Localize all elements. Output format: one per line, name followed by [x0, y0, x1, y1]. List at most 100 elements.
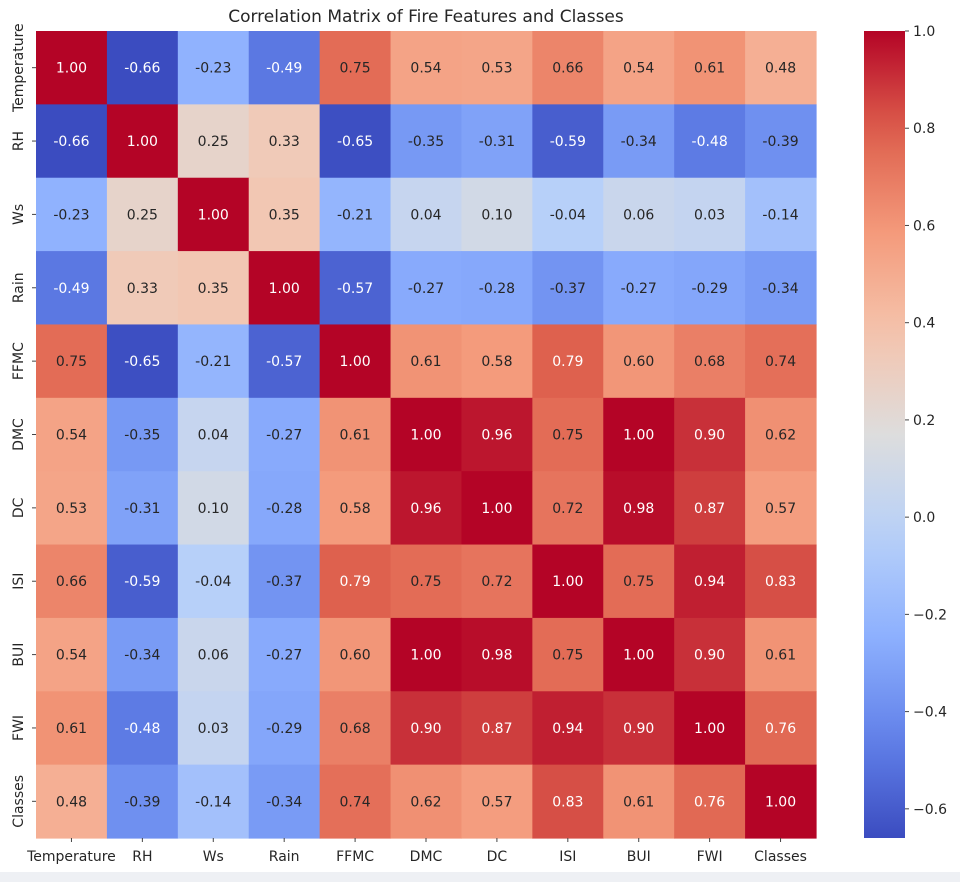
cell-Classes-Classes [745, 764, 817, 839]
y-tick-label-FFMC: FFMC [11, 342, 27, 380]
cell-label-Temperature-FFMC: 0.75 [340, 61, 371, 77]
cell-label-Classes-BUI: 0.61 [623, 794, 654, 810]
cell-Temperature-Rain [248, 31, 321, 105]
cell-DC-Temperature [36, 471, 108, 546]
cell-label-ISI-DC: 0.72 [481, 574, 512, 590]
cell-label-Rain-RH: 0.33 [127, 281, 158, 297]
cell-label-BUI-Temperature: 0.54 [56, 648, 87, 664]
cell-label-DMC-Rain: -0.27 [266, 428, 302, 444]
cell-RH-FWI [674, 104, 746, 179]
cell-label-FWI-Temperature: 0.61 [56, 721, 87, 737]
cell-label-DMC-ISI: 0.75 [552, 428, 583, 444]
cell-label-ISI-FWI: 0.94 [694, 574, 725, 590]
cell-label-FWI-FFMC: 0.68 [340, 721, 371, 737]
cell-ISI-Temperature [36, 544, 108, 619]
cell-label-Classes-FWI: 0.76 [694, 794, 725, 810]
cell-DMC-Rain [248, 397, 321, 472]
cell-label-DMC-FWI: 0.90 [694, 428, 725, 444]
cell-BUI-Ws [177, 617, 250, 692]
cell-DC-FFMC [319, 471, 392, 546]
cell-Rain-BUI [603, 251, 675, 326]
cell-label-Rain-BUI: -0.27 [621, 281, 657, 297]
y-tick-label-Ws: Ws [11, 204, 27, 225]
y-tick-label-Rain: Rain [11, 272, 27, 303]
cell-label-Temperature-Temperature: 1.00 [56, 61, 87, 77]
cell-Rain-ISI [532, 251, 604, 326]
cell-label-Rain-DC: -0.28 [479, 281, 515, 297]
cell-Rain-DMC [390, 251, 463, 326]
cell-label-Temperature-DC: 0.53 [481, 61, 512, 77]
cell-label-Classes-RH: -0.39 [124, 794, 160, 810]
cell-label-RH-ISI: -0.59 [550, 134, 586, 150]
cell-label-FFMC-Rain: -0.57 [266, 354, 302, 370]
cell-label-RH-BUI: -0.34 [621, 134, 657, 150]
cell-label-DC-DC: 1.00 [481, 501, 512, 517]
cell-Ws-ISI [532, 177, 604, 252]
cell-label-DC-ISI: 0.72 [552, 501, 583, 517]
colorbar-tick-label-1: 0.8 [913, 121, 935, 137]
y-tick-label-DC: DC [11, 497, 27, 518]
cell-DMC-ISI [532, 397, 604, 472]
cell-label-BUI-DMC: 1.00 [410, 648, 441, 664]
cell-FWI-FFMC [319, 691, 392, 766]
cell-BUI-FFMC [319, 617, 392, 692]
cell-FFMC-Temperature [36, 324, 108, 399]
cell-Ws-Rain [248, 177, 321, 252]
cell-label-DMC-Classes: 0.62 [765, 428, 796, 444]
cell-label-ISI-DMC: 0.75 [410, 574, 441, 590]
cell-label-Ws-Temperature: -0.23 [53, 207, 89, 223]
cell-ISI-FWI [674, 544, 746, 619]
cell-BUI-BUI [603, 617, 675, 692]
cell-FWI-ISI [532, 691, 604, 766]
cell-RH-DMC [390, 104, 463, 179]
colorbar-tick-label-3: 0.4 [913, 316, 935, 332]
cell-RH-DC [461, 104, 533, 179]
cell-Classes-Temperature [36, 764, 108, 839]
y-tick-label-BUI: BUI [11, 643, 27, 667]
cell-label-Rain-ISI: -0.37 [550, 281, 586, 297]
cell-DMC-Classes [745, 397, 817, 472]
cell-Classes-Ws [177, 764, 250, 839]
cell-label-RH-DC: -0.31 [479, 134, 515, 150]
cell-label-ISI-FFMC: 0.79 [340, 574, 371, 590]
cell-label-BUI-Ws: 0.06 [198, 648, 229, 664]
cell-label-ISI-Rain: -0.37 [266, 574, 302, 590]
x-tick-label-RH: RH [132, 849, 152, 865]
cell-Ws-Classes [745, 177, 817, 252]
cell-Temperature-FWI [674, 31, 746, 105]
cell-label-DC-Temperature: 0.53 [56, 501, 87, 517]
cell-label-Classes-DC: 0.57 [481, 794, 512, 810]
cell-label-RH-Classes: -0.39 [762, 134, 798, 150]
cell-label-Temperature-Rain: -0.49 [266, 61, 302, 77]
cell-FWI-Ws [177, 691, 250, 766]
x-tick-label-DC: DC [487, 849, 508, 865]
cell-label-FWI-DMC: 0.90 [410, 721, 441, 737]
x-tick-label-ISI: ISI [559, 849, 576, 865]
cell-label-Temperature-RH: -0.66 [124, 61, 160, 77]
cell-RH-Ws [177, 104, 250, 179]
cell-label-DC-DMC: 0.96 [410, 501, 441, 517]
cell-DC-Ws [177, 471, 250, 546]
cell-Temperature-FFMC [319, 31, 392, 105]
cell-ISI-RH [106, 544, 179, 619]
cell-label-DC-RH: -0.31 [124, 501, 160, 517]
cell-label-FFMC-FWI: 0.68 [694, 354, 725, 370]
cell-Classes-DC [461, 764, 533, 839]
cell-FFMC-DC [461, 324, 533, 399]
cell-label-ISI-RH: -0.59 [124, 574, 160, 590]
x-tick-label-Ws: Ws [203, 849, 224, 865]
cell-label-Classes-Ws: -0.14 [195, 794, 231, 810]
cell-label-DC-BUI: 0.98 [623, 501, 654, 517]
colorbar-tick-label-4: 0.2 [913, 413, 935, 429]
cell-Ws-BUI [603, 177, 675, 252]
cell-label-Rain-Rain: 1.00 [269, 281, 300, 297]
cell-FFMC-RH [106, 324, 179, 399]
cell-FWI-Temperature [36, 691, 108, 766]
cell-DMC-DC [461, 397, 533, 472]
cell-FWI-DMC [390, 691, 463, 766]
cell-label-Ws-Rain: 0.35 [269, 207, 300, 223]
cell-label-FWI-RH: -0.48 [124, 721, 160, 737]
x-axis: Temperature RH Ws Rain FFMC DMC DC ISI BUI FWI Cla… [26, 838, 807, 865]
y-tick-label-Classes: Classes [11, 775, 27, 828]
